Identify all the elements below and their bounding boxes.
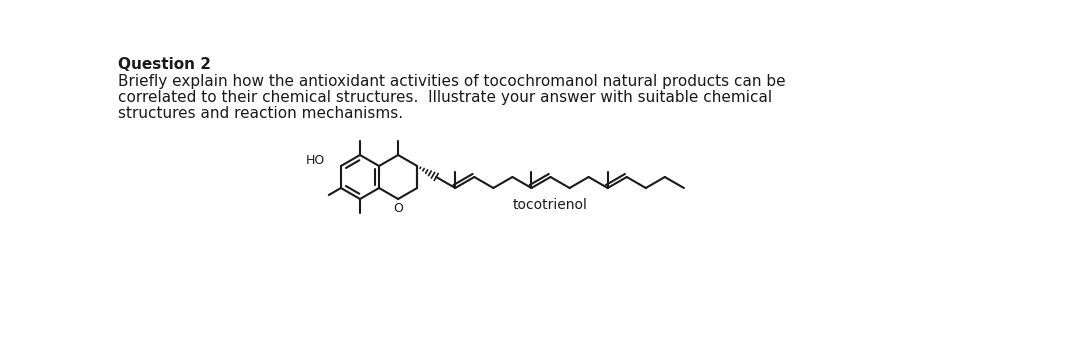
Text: O: O (393, 202, 403, 215)
Text: structures and reaction mechanisms.: structures and reaction mechanisms. (118, 106, 403, 121)
Text: tocotrienol: tocotrienol (513, 198, 588, 212)
Text: Briefly explain how the antioxidant activities of tocochromanol natural products: Briefly explain how the antioxidant acti… (118, 74, 785, 89)
Text: Question 2: Question 2 (118, 57, 211, 72)
Text: correlated to their chemical structures.  Illustrate your answer with suitable c: correlated to their chemical structures.… (118, 90, 772, 105)
Text: HO: HO (306, 154, 325, 167)
